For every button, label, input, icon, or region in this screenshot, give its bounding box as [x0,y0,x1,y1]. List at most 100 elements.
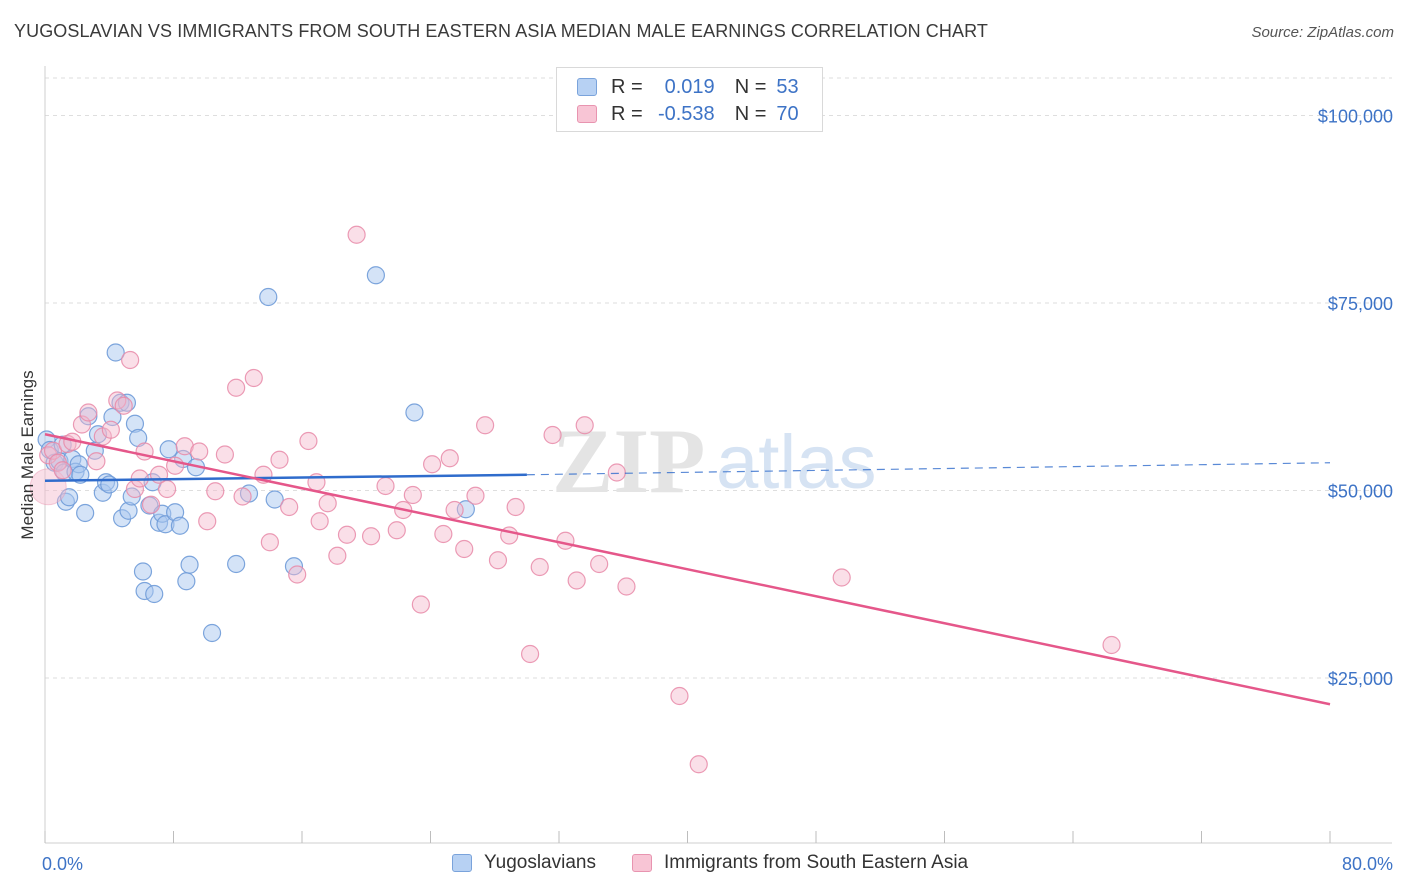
chart-title: YUGOSLAVIAN VS IMMIGRANTS FROM SOUTH EAS… [14,21,988,41]
data-point [100,475,119,494]
legend-swatch-blue [452,854,472,872]
data-point [689,755,708,774]
data-point [59,488,79,507]
data-point [376,476,395,496]
data-point [337,525,357,544]
legend-item-yugoslavians: Yugoslavians [452,852,596,874]
data-point [233,487,252,506]
y-tick-label: $25,000 [1328,669,1393,689]
data-point [244,368,263,388]
legend-swatch-blue [577,78,597,96]
data-point [575,416,594,435]
x-tick-label-min: 0.0% [42,854,83,874]
data-point [405,403,424,422]
legend-r-label: R = [611,75,643,98]
data-point [206,482,225,501]
data-point [202,623,222,643]
y-tick-label: $100,000 [1318,107,1393,127]
data-point [170,516,190,535]
tick-labels: $25,000 $50,000 $75,000 $100,000 0.0% 80.0% [42,107,1393,875]
data-point [366,266,385,285]
data-point [215,445,234,464]
legend-r-value: 0.019 [664,75,715,98]
data-point [190,442,209,461]
trend-line-immigrants [44,433,1331,706]
data-point [71,465,90,484]
data-point [79,403,98,422]
data-point [403,485,422,505]
data-point [106,343,125,362]
data-point [556,531,575,550]
data-point [347,225,366,244]
watermark-zip: ZIP [552,410,705,512]
data-point [318,494,337,513]
source-label: Source: ZipAtlas.com [1251,24,1394,41]
y-tick-label: $50,000 [1328,482,1393,502]
y-tick-label: $75,000 [1328,294,1393,314]
watermark: ZIP atlas [552,410,877,512]
series-legend: Yugoslavians Immigrants from South Easte… [0,852,1406,878]
data-point [299,431,318,451]
legend-r-label: R = [611,102,643,125]
series-yugoslavians [37,266,475,643]
data-point [180,555,199,574]
correlation-legend: R = 0.019 N = 53 R = -0.538 N = 70 [556,67,823,132]
legend-label-immigrants: Immigrants from South Eastern Asia [664,852,969,873]
x-tick-label-max: 80.0% [1342,854,1393,874]
data-point [227,378,246,397]
data-point [198,512,217,531]
legend-n-value: 70 [776,102,799,125]
data-point [121,350,140,370]
legend-r-value: -0.538 [657,102,715,125]
data-point [157,479,177,499]
data-point [590,554,609,574]
trend-line-yugoslavians [44,473,527,482]
data-point [159,440,178,459]
data-point [607,463,626,482]
data-point [328,546,347,565]
data-point [520,644,540,664]
legend-n-label: N = [734,102,767,125]
legend-swatch-pink [632,854,652,872]
data-point [455,539,474,559]
watermark-atlas: atlas [716,420,877,505]
data-point [133,562,153,581]
series-immigrants-se-asia [29,225,1121,774]
data-point [440,449,459,468]
data-point [87,452,106,471]
data-point [227,554,246,574]
data-point [832,568,851,587]
legend-item-immigrants: Immigrants from South Eastern Asia [632,852,968,874]
trend-line-yugoslavians-extension [526,462,1331,476]
data-point [670,686,689,706]
data-point [280,497,299,517]
legend-n-label: N = [734,75,767,98]
legend-row-yugoslavians: R = 0.019 N = 53 [577,75,799,99]
data-point [265,490,284,509]
data-point [488,551,508,570]
data-point [76,503,95,523]
data-point [1102,635,1121,655]
legend-label-yugoslavians: Yugoslavians [484,852,596,873]
data-point [445,500,464,520]
data-point [466,486,485,505]
trend-lines [44,433,1331,706]
data-point [530,557,549,577]
data-point [543,425,562,445]
data-point [310,512,329,531]
data-point [387,521,406,540]
data-point [177,572,196,591]
data-point [361,527,381,546]
data-point [423,455,442,474]
data-point [476,416,495,435]
data-point [114,396,133,415]
data-point [617,577,636,596]
legend-swatch-pink [577,105,597,123]
data-point [145,584,164,604]
point-cluster [29,468,67,506]
legend-n-value: 53 [776,75,799,98]
data-point [141,495,161,514]
data-point [411,595,430,614]
data-point [259,287,278,307]
data-point [270,450,289,469]
